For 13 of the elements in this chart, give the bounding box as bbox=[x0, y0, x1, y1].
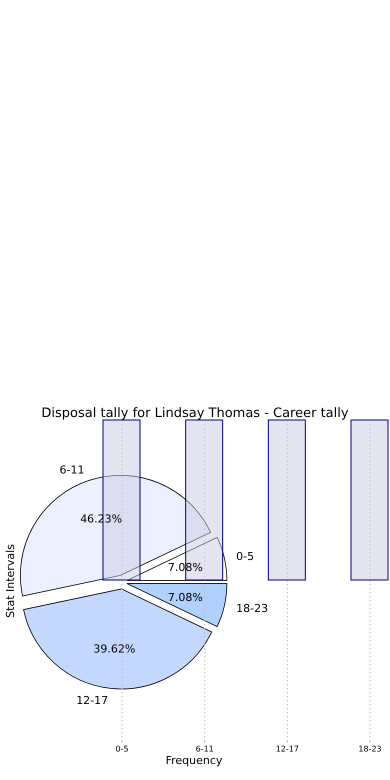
x-tick-label: 18-23 bbox=[358, 744, 382, 754]
x-tick-label: 0-5 bbox=[115, 744, 129, 754]
slice-label: 12-17 bbox=[76, 694, 108, 708]
data-label: 7.08% bbox=[168, 590, 203, 604]
chart-title: Disposal tally for Lindsay Thomas - Career tally bbox=[41, 406, 349, 421]
x-tick-label: 12-17 bbox=[276, 744, 299, 754]
data-label: 39.62% bbox=[93, 642, 136, 656]
slice-label: 0-5 bbox=[236, 550, 254, 563]
x-axis-title: Frequency bbox=[166, 754, 223, 767]
slice-label: 6-11 bbox=[60, 463, 85, 476]
x-tick-label: 6-11 bbox=[196, 744, 214, 754]
y-axis-title: Stat Intervals bbox=[4, 544, 17, 618]
slice-label: 18-23 bbox=[236, 602, 268, 616]
